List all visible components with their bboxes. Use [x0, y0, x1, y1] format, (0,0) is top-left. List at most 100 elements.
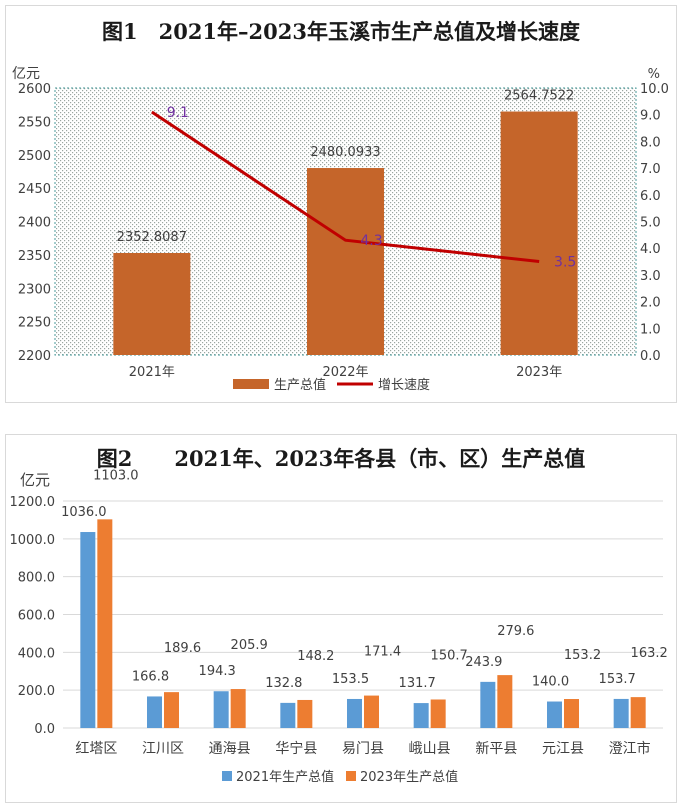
chart1-y-right-tick: 6.0 [640, 189, 661, 204]
chart2-y-tick: 0.0 [34, 722, 55, 737]
chart1-line-label: 9.1 [167, 105, 189, 121]
chart1-y-left-tick: 2300 [18, 282, 51, 297]
chart1-legend-bar-swatch [233, 379, 269, 389]
chart1-y-left-tick: 2350 [18, 249, 51, 264]
chart2-title: 图2 2021年、2023年各县（市、区）生产总值 [96, 446, 586, 471]
chart-panel-gdp-growth: 图1 2021年–2023年玉溪市生产总值及增长速度 亿元% 2200 2250 23… [5, 5, 677, 403]
chart2-label-2023: 150.7 [431, 648, 468, 663]
chart2-x-tick: 峨山县 [409, 741, 451, 757]
chart2-label-2023: 205.9 [231, 638, 268, 653]
chart1-bar [113, 253, 191, 355]
chart1-y-right-tick: 3.0 [640, 269, 661, 284]
chart2-x-tick: 易门县 [342, 741, 384, 757]
chart2-label-2023: 171.4 [364, 645, 401, 660]
chart2-label-2023: 153.2 [564, 648, 601, 663]
chart1-bar [500, 111, 578, 355]
chart2-bar-2023 [564, 699, 579, 728]
chart1-y-right-tick: 4.0 [640, 242, 661, 257]
chart2-bar-2023 [630, 697, 646, 728]
chart1-y-left-unit: 亿元 [12, 66, 40, 82]
chart1-x-tick: 2023年 [516, 365, 562, 380]
chart2-y-tick: 1200.0 [10, 495, 56, 510]
chart1-y-right-unit: % [648, 67, 660, 82]
chart1-y-left-tick: 2550 [18, 115, 51, 130]
chart2-bar-2023 [297, 699, 313, 728]
chart2-legend-2021-swatch [222, 771, 232, 781]
chart2-label-2023: 279.6 [497, 624, 534, 639]
chart1-bar-label: 2352.8087 [117, 230, 187, 245]
chart1-svg: 亿元 % 2200 2250 2300 2350 2400 2450 2500 2550 2600 0… [12, 66, 669, 393]
chart2-bar-2021 [413, 703, 429, 728]
chart1-legend-line-label: 增长速度 [378, 377, 430, 393]
chart2-label-2023: 1103.0 [93, 468, 139, 483]
chart1-title: 图1 2021年–2023年玉溪市生产总值及增长速度 [101, 19, 580, 44]
chart2-x-tick: 江川区 [142, 741, 184, 757]
chart2-bar-2021 [347, 698, 362, 728]
chart1-y-right-tick: 8.0 [640, 135, 661, 150]
chart1-x-tick: 2022年 [322, 365, 368, 380]
chart2-label-2021: 131.7 [399, 676, 436, 691]
chart1-line-label: 4.3 [360, 233, 382, 249]
chart2-label-2021: 243.9 [465, 655, 502, 670]
chart2-y-tick: 600.0 [18, 609, 55, 624]
chart2-label-2021: 1036.0 [61, 505, 107, 520]
chart-panel-county-gdp: 图2 2021年、2023年各县（市、区）生产总值 亿元 0.0 200.0 400.… [5, 434, 677, 803]
chart1-bar-label: 2480.0933 [310, 145, 380, 160]
chart2-legend-2023-swatch [346, 771, 356, 781]
chart2-label-2021: 140.0 [532, 675, 569, 690]
chart1-y-right-tick: 1.0 [640, 322, 661, 337]
chart2-label-2023: 163.2 [631, 646, 668, 661]
chart1-y-left-tick: 2200 [18, 349, 51, 364]
chart1-y-right-tick: 9.0 [640, 109, 661, 124]
chart2-bar-2021 [213, 691, 229, 728]
chart2-bar-2023 [364, 695, 379, 728]
chart2-x-tick: 红塔区 [75, 741, 117, 757]
chart2-bar-2021 [147, 696, 162, 728]
chart1-y-left-tick: 2450 [18, 182, 51, 197]
chart2-bar-2021 [480, 681, 496, 728]
chart1-x-tick: 2021年 [129, 365, 175, 380]
chart1-line-label: 3.5 [554, 255, 576, 271]
chart2-legend-2023-label: 2023年生产总值 [360, 769, 458, 785]
chart2-y-tick: 200.0 [18, 684, 55, 699]
chart1-legend-bar-label: 生产总值 [274, 377, 326, 393]
chart2-x-tick: 新平县 [475, 741, 517, 757]
chart1-y-right-tick: 0.0 [640, 349, 661, 364]
chart1-bar-label: 2564.7522 [504, 89, 574, 104]
chart2-x-tick: 澄江市 [609, 740, 651, 757]
chart2-label-2023: 148.2 [297, 649, 334, 664]
chart2-bar-2021 [80, 532, 96, 728]
chart2-label-2021: 153.5 [332, 672, 369, 687]
chart2-bar-2021 [547, 701, 562, 728]
chart2-svg: 亿元 0.0 200.0 400.0 600.0 800.0 1000.0 1200.0 红塔区… [10, 468, 668, 785]
chart1-y-right-tick: 7.0 [640, 162, 661, 177]
chart1-y-right-tick: 2.0 [640, 296, 661, 311]
chart1-y-right-tick: 5.0 [640, 216, 661, 231]
chart1-y-left-tick: 2500 [18, 149, 51, 164]
chart2-y-tick: 1000.0 [10, 533, 56, 548]
chart2-bar-2021 [280, 702, 296, 728]
chart1-y-right-tick: 10.0 [640, 82, 669, 97]
chart2-x-tick: 元江县 [542, 741, 584, 757]
chart2-label-2021: 194.3 [199, 664, 236, 679]
chart2-bar-2023 [97, 519, 113, 728]
chart2-label-2023: 189.6 [164, 641, 201, 656]
chart2-legend-2021-label: 2021年生产总值 [236, 769, 334, 785]
chart2-label-2021: 153.7 [599, 672, 636, 687]
chart2-x-tick: 华宁县 [275, 740, 317, 757]
chart2-bar-2021 [613, 698, 629, 728]
chart1-y-left-tick: 2250 [18, 316, 51, 331]
chart2-x-tick: 通海县 [209, 741, 251, 757]
chart1-y-left-tick: 2400 [18, 216, 51, 231]
chart2-label-2021: 166.8 [132, 669, 169, 684]
chart2-bar-2023 [164, 692, 179, 728]
chart1-y-left-tick: 2600 [18, 82, 51, 97]
chart2-y-unit: 亿元 [20, 471, 50, 489]
chart2-bar-2023 [497, 675, 513, 728]
chart2-bar-2023 [230, 689, 246, 728]
chart1-bar [307, 168, 384, 355]
chart1-growth-line [151, 110, 540, 264]
chart2-bar-2023 [430, 699, 446, 728]
chart2-y-tick: 400.0 [18, 646, 55, 661]
chart2-label-2021: 132.8 [265, 676, 302, 691]
